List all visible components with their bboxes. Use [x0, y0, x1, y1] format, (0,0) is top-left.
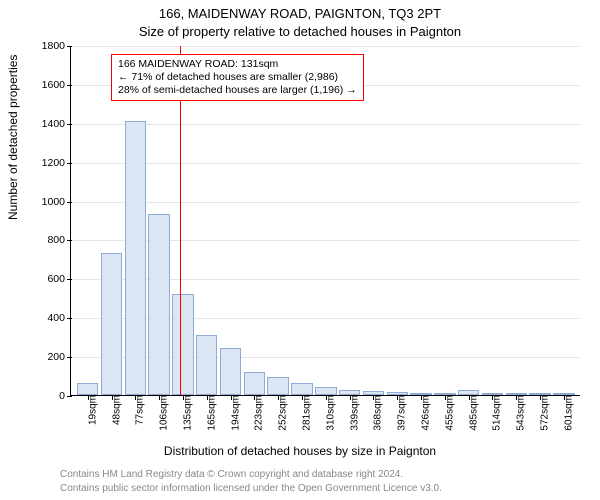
x-tick-label: 310sqm: [323, 395, 336, 431]
histogram-bar: [291, 383, 312, 395]
gridline: [71, 357, 580, 358]
x-tick-label: 48sqm: [109, 395, 122, 425]
x-tick-label: 397sqm: [395, 395, 408, 431]
x-tick-label: 514sqm: [490, 395, 503, 431]
y-tick-label: 1000: [23, 196, 71, 208]
footer-line1: Contains HM Land Registry data © Crown c…: [60, 469, 403, 480]
x-tick-label: 543sqm: [514, 395, 527, 431]
x-tick-label: 455sqm: [442, 395, 455, 431]
y-tick-label: 800: [23, 234, 71, 246]
x-tick-label: 281sqm: [300, 395, 313, 431]
histogram-bar: [267, 377, 288, 395]
x-tick-label: 485sqm: [466, 395, 479, 431]
y-axis-label: Number of detached properties: [6, 55, 20, 220]
footer-line2: Contains public sector information licen…: [60, 483, 442, 494]
x-tick-label: 165sqm: [204, 395, 217, 431]
histogram-bar: [125, 121, 146, 395]
histogram-bar: [196, 335, 217, 395]
gridline: [71, 163, 580, 164]
y-tick-label: 1600: [23, 79, 71, 91]
x-tick-label: 223sqm: [252, 395, 265, 431]
plot-inner: 02004006008001000120014001600180019sqm48…: [70, 46, 580, 396]
x-tick-label: 572sqm: [538, 395, 551, 431]
histogram-bar: [148, 214, 169, 395]
histogram-bar: [172, 294, 193, 395]
chart-title-line2: Size of property relative to detached ho…: [0, 24, 600, 39]
y-tick-label: 1800: [23, 40, 71, 52]
histogram-bar: [101, 253, 122, 395]
x-tick-label: 194sqm: [228, 395, 241, 431]
chart-container: 166, MAIDENWAY ROAD, PAIGNTON, TQ3 2PT S…: [0, 0, 600, 500]
histogram-bar: [244, 372, 265, 395]
x-tick-label: 77sqm: [133, 395, 146, 425]
y-tick-label: 400: [23, 312, 71, 324]
annotation-line2: ← 71% of detached houses are smaller (2,…: [118, 71, 357, 84]
histogram-bar: [315, 387, 336, 395]
y-tick-label: 1200: [23, 157, 71, 169]
annotation-line1: 166 MAIDENWAY ROAD: 131sqm: [118, 58, 357, 71]
x-tick-label: 601sqm: [561, 395, 574, 431]
x-tick-label: 339sqm: [347, 395, 360, 431]
gridline: [71, 46, 580, 47]
x-tick-label: 135sqm: [180, 395, 193, 431]
y-tick-label: 0: [23, 390, 71, 402]
x-tick-label: 252sqm: [276, 395, 289, 431]
chart-title-line1: 166, MAIDENWAY ROAD, PAIGNTON, TQ3 2PT: [0, 6, 600, 21]
plot-area: 02004006008001000120014001600180019sqm48…: [70, 46, 580, 396]
histogram-bar: [77, 383, 98, 395]
histogram-bar: [220, 348, 241, 395]
gridline: [71, 279, 580, 280]
x-tick-label: 426sqm: [419, 395, 432, 431]
gridline: [71, 240, 580, 241]
x-tick-label: 368sqm: [371, 395, 384, 431]
y-tick-label: 200: [23, 351, 71, 363]
gridline: [71, 124, 580, 125]
gridline: [71, 202, 580, 203]
annotation-box: 166 MAIDENWAY ROAD: 131sqm← 71% of detac…: [111, 54, 364, 101]
gridline: [71, 318, 580, 319]
x-tick-label: 19sqm: [85, 395, 98, 425]
x-tick-label: 106sqm: [157, 395, 170, 431]
y-tick-label: 1400: [23, 118, 71, 130]
x-axis-label: Distribution of detached houses by size …: [0, 444, 600, 458]
y-tick-label: 600: [23, 273, 71, 285]
annotation-line3: 28% of semi-detached houses are larger (…: [118, 84, 357, 97]
